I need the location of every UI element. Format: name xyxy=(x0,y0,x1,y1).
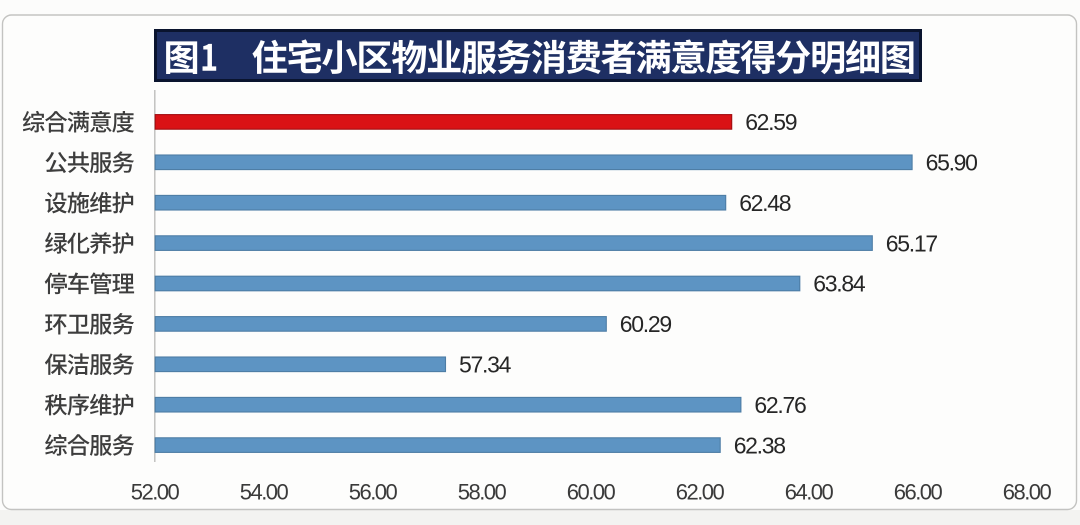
svg-text:60.00: 60.00 xyxy=(567,480,616,505)
svg-text:60.29: 60.29 xyxy=(620,311,672,337)
svg-text:56.00: 56.00 xyxy=(349,480,398,505)
svg-text:66.00: 66.00 xyxy=(894,480,943,505)
svg-text:62.00: 62.00 xyxy=(676,480,725,505)
svg-text:62.48: 62.48 xyxy=(739,190,791,216)
svg-text:57.34: 57.34 xyxy=(459,352,512,378)
svg-text:58.00: 58.00 xyxy=(458,480,507,505)
svg-text:62.76: 62.76 xyxy=(754,392,806,418)
svg-text:65.90: 65.90 xyxy=(926,150,978,176)
svg-text:62.38: 62.38 xyxy=(734,432,786,458)
svg-text:52.00: 52.00 xyxy=(131,480,180,505)
svg-text:54.00: 54.00 xyxy=(240,480,289,505)
svg-text:64.00: 64.00 xyxy=(785,480,834,505)
svg-text:63.84: 63.84 xyxy=(813,271,866,297)
svg-text:62.59: 62.59 xyxy=(745,109,797,135)
svg-text:68.00: 68.00 xyxy=(1003,480,1052,505)
svg-text:65.17: 65.17 xyxy=(886,230,938,256)
